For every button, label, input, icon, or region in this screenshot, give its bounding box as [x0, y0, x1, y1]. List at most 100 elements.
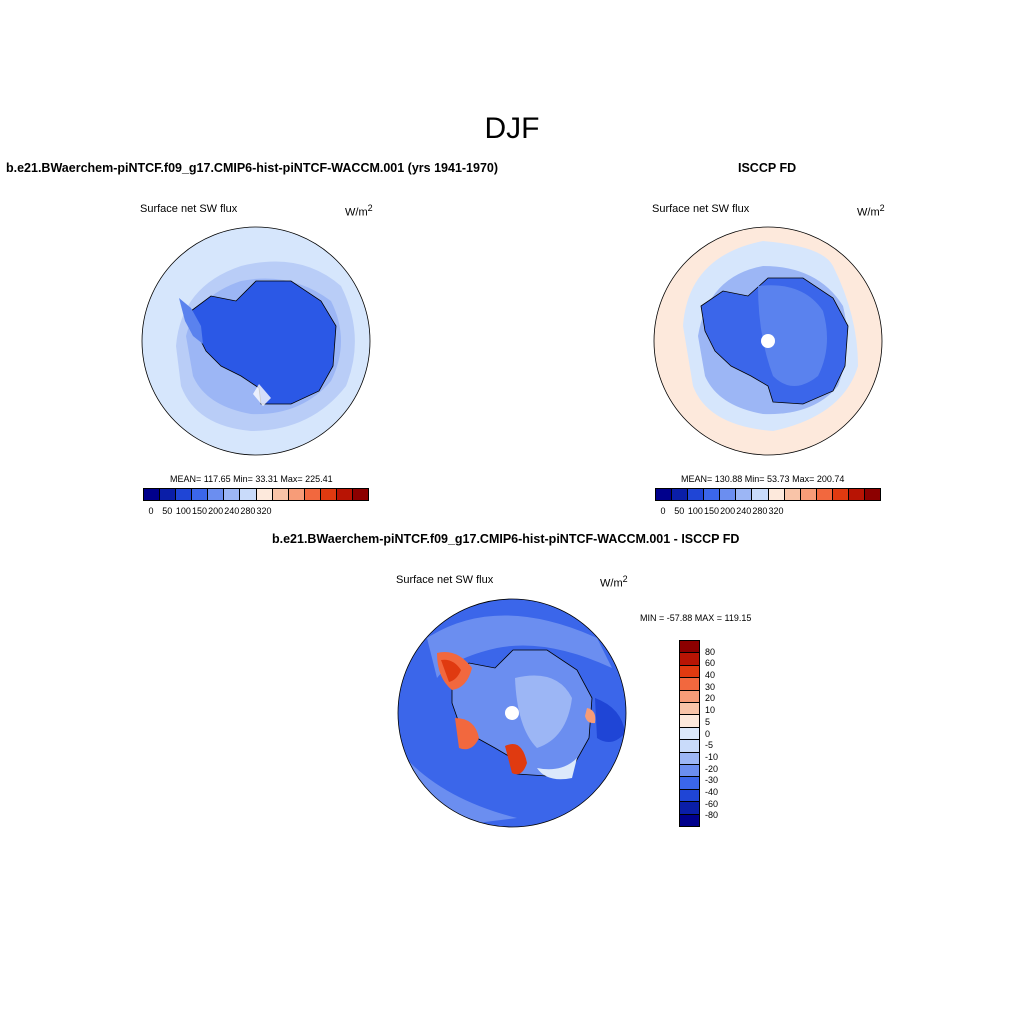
- colorbar-tick-label: 280: [240, 506, 256, 516]
- colorbar-level-label: -80: [705, 810, 719, 821]
- colorbar-level-label: -60: [705, 798, 719, 809]
- negative-anomaly-east: [595, 698, 625, 742]
- colorbar-swatch: [680, 653, 699, 666]
- colorbar-swatch: [768, 489, 785, 500]
- panel-model-units: W/m2: [345, 203, 373, 219]
- positive-anomaly-east: [585, 708, 596, 724]
- positive-anomaly-core: [441, 659, 461, 682]
- colorbar-swatch: [256, 489, 273, 500]
- colorbar-swatch: [336, 489, 354, 500]
- colorbar-swatch: [176, 489, 193, 500]
- figure-title: DJF: [484, 112, 540, 145]
- colorbar-swatch: [192, 489, 209, 500]
- colorbar-swatch: [144, 489, 161, 500]
- panel-diff-stats: MIN = -57.88 MAX = 119.15: [640, 613, 752, 623]
- colorbar-level-label: 5: [705, 716, 711, 727]
- colorbar-swatch: [240, 489, 257, 500]
- panel-obs-units: W/m2: [857, 203, 885, 219]
- colorbar-tick-label: 50: [162, 506, 173, 516]
- panel-diff-title: b.e21.BWaerchem-piNTCF.f09_g17.CMIP6-his…: [272, 532, 740, 546]
- panel-obs-variable-label: Surface net SW flux: [652, 203, 750, 215]
- missing-pole-data: [761, 334, 775, 348]
- panel-obs-title: ISCCP FD: [738, 161, 797, 175]
- colorbar-swatch: [680, 802, 699, 815]
- near-zero-band: [537, 758, 577, 780]
- colorbar-swatch: [208, 489, 225, 500]
- colorbar-level-label: -40: [705, 786, 719, 797]
- colorbar-swatch: [816, 489, 833, 500]
- colorbar-level-label: 20: [705, 693, 716, 704]
- colorbar-swatch: [353, 489, 369, 500]
- panel-diff-colorbar-labels: 80 60 40 30 20 10 5 0 -5 -10 -20 -30 -40 -60 -80: [705, 640, 745, 827]
- colorbar-swatch: [304, 489, 321, 500]
- colorbar-swatch: [680, 641, 699, 654]
- colorbar-swatch: [680, 765, 699, 778]
- colorbar-swatch: [680, 740, 699, 753]
- colorbar-tick-label: 0: [148, 506, 154, 516]
- panel-diff-map: [397, 598, 627, 828]
- colorbar-tick-label: 320: [768, 506, 784, 516]
- panel-model-map: [141, 226, 371, 456]
- colorbar-swatch: [320, 489, 337, 500]
- colorbar-tick-label: 100: [687, 506, 703, 516]
- panel-diff-units: W/m2: [600, 574, 628, 590]
- ice-shelf-patch: [253, 384, 271, 406]
- colorbar-level-label: -10: [705, 751, 719, 762]
- map-outline: [141, 226, 371, 456]
- colorbar-swatch: [224, 489, 241, 500]
- panel-model-stats: MEAN= 117.65 Min= 33.31 Max= 225.41: [170, 474, 333, 484]
- colorbar-swatch: [688, 489, 705, 500]
- colorbar-level-label: 30: [705, 681, 716, 692]
- colorbar-level-label: 60: [705, 658, 716, 669]
- colorbar-swatch: [680, 690, 699, 704]
- panel-diff-variable-label: Surface net SW flux: [396, 574, 494, 586]
- colorbar-level-label: 40: [705, 670, 716, 681]
- colorbar-tick-label: 240: [736, 506, 752, 516]
- panel-model-title: b.e21.BWaerchem-piNTCF.f09_g17.CMIP6-his…: [6, 161, 499, 175]
- map-outline: [397, 598, 627, 828]
- colorbar-swatch: [720, 489, 737, 500]
- colorbar-swatch: [680, 789, 699, 803]
- colorbar-swatch: [680, 703, 699, 716]
- colorbar-level-label: -5: [705, 740, 714, 751]
- colorbar-swatch: [160, 489, 177, 500]
- colorbar-swatch: [680, 678, 699, 691]
- colorbar-swatch: [704, 489, 721, 500]
- colorbar-swatch: [656, 489, 673, 500]
- panel-model-colorbar: [143, 488, 369, 501]
- colorbar-swatch: [848, 489, 866, 500]
- colorbar-level-label: 80: [705, 646, 716, 657]
- colorbar-swatch: [800, 489, 817, 500]
- panel-model-variable-label: Surface net SW flux: [140, 203, 238, 215]
- colorbar-level-label: 10: [705, 705, 716, 716]
- colorbar-swatch: [672, 489, 689, 500]
- panel-obs-stats: MEAN= 130.88 Min= 53.73 Max= 200.74: [681, 474, 845, 484]
- plateau-region: [758, 285, 827, 386]
- colorbar-tick-label: 150: [191, 506, 208, 516]
- colorbar-tick-label: 150: [703, 506, 720, 516]
- colorbar-level-label: 0: [705, 728, 711, 739]
- antarctica-region: [190, 280, 337, 405]
- colorbar-swatch: [784, 489, 801, 500]
- colorbar-tick-label: 320: [256, 506, 272, 516]
- colorbar-tick-label: 100: [175, 506, 191, 516]
- colorbar-tick-label: 50: [674, 506, 685, 516]
- positive-anomaly-ross: [505, 744, 527, 775]
- colorbar-tick-label: 200: [720, 506, 736, 516]
- colorbar-swatch: [680, 752, 699, 766]
- colorbar-level-label: -20: [705, 763, 719, 774]
- map-outline: [653, 226, 883, 456]
- panel-obs-map: [653, 226, 883, 456]
- colorbar-swatch: [680, 727, 699, 741]
- panel-diff-colorbar: [679, 640, 700, 827]
- colorbar-swatch: [832, 489, 849, 500]
- plateau-difference: [515, 675, 572, 748]
- colorbar-swatch: [680, 814, 699, 827]
- colorbar-swatch: [680, 777, 699, 790]
- colorbar-swatch: [736, 489, 753, 500]
- colorbar-tick-label: 280: [752, 506, 768, 516]
- colorbar-swatch: [680, 715, 699, 728]
- colorbar-swatch: [680, 665, 699, 679]
- peninsula-region: [179, 298, 203, 344]
- colorbar-swatch: [865, 489, 881, 500]
